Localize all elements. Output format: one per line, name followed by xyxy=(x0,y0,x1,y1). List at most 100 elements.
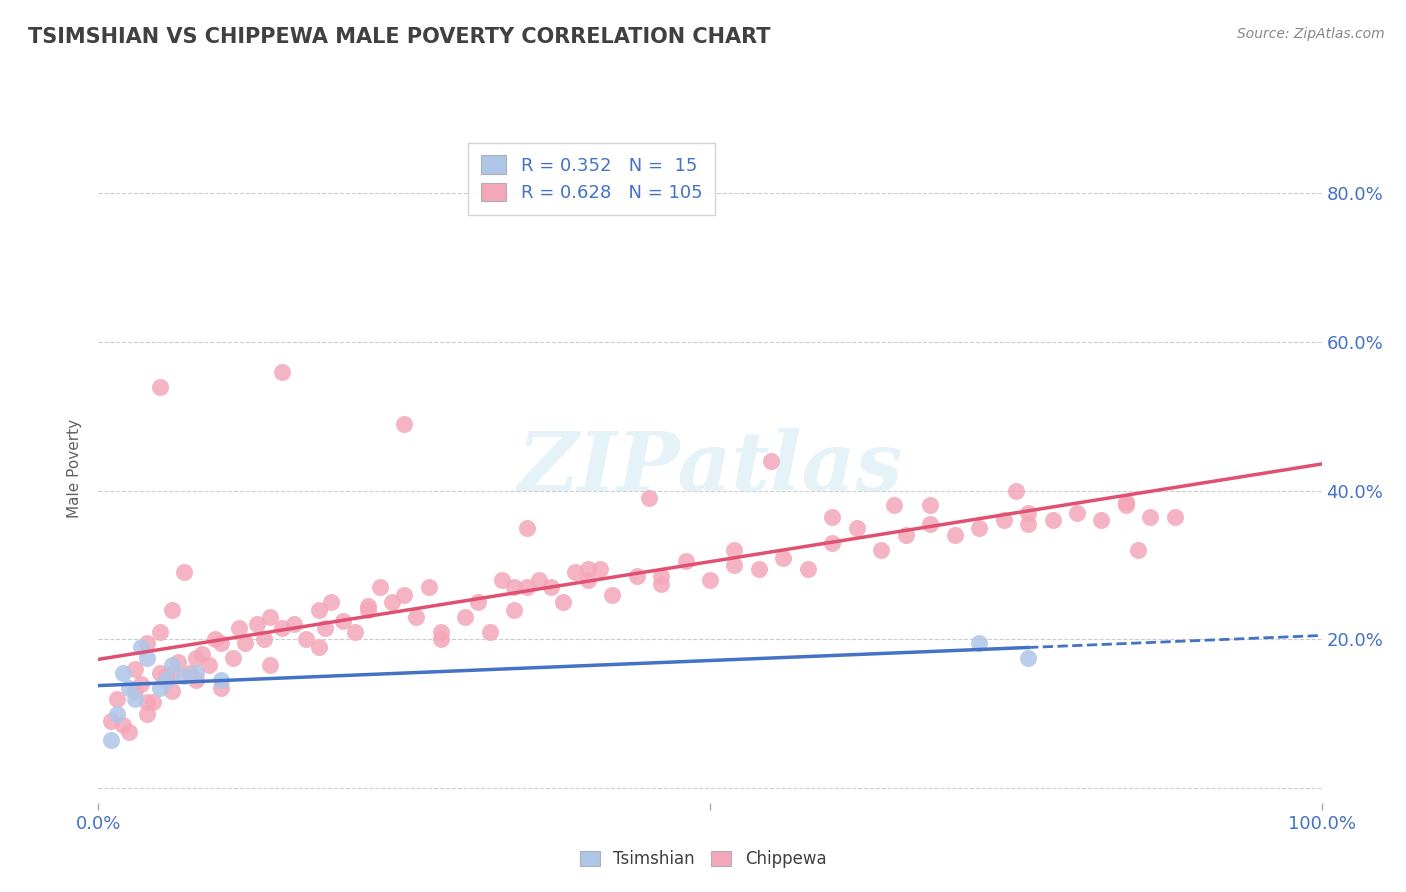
Point xyxy=(883,499,905,513)
Point xyxy=(503,602,526,616)
Point xyxy=(920,517,942,532)
Point xyxy=(155,669,177,683)
Point xyxy=(173,669,195,683)
Text: TSIMSHIAN VS CHIPPEWA MALE POVERTY CORRELATION CHART: TSIMSHIAN VS CHIPPEWA MALE POVERTY CORRE… xyxy=(28,27,770,46)
Point xyxy=(430,624,453,639)
Point xyxy=(270,621,294,635)
Point xyxy=(259,658,281,673)
Point xyxy=(308,602,330,616)
Point xyxy=(600,588,623,602)
Point xyxy=(1139,509,1161,524)
Point xyxy=(344,624,367,639)
Point xyxy=(295,632,318,647)
Point xyxy=(553,595,575,609)
Point xyxy=(515,580,537,594)
Point xyxy=(160,665,183,680)
Point xyxy=(870,543,893,558)
Point xyxy=(515,521,537,535)
Point xyxy=(129,640,152,654)
Point xyxy=(967,521,990,535)
Point xyxy=(650,576,672,591)
Y-axis label: Male Poverty: Male Poverty xyxy=(67,418,83,518)
Point xyxy=(540,580,562,594)
Point xyxy=(179,665,201,680)
Point xyxy=(111,665,134,680)
Point xyxy=(845,521,868,535)
Point xyxy=(167,655,190,669)
Point xyxy=(129,677,152,691)
Point xyxy=(149,624,172,639)
Point xyxy=(124,684,146,698)
Point xyxy=(943,528,966,542)
Point xyxy=(1004,483,1026,498)
Text: ZIPatlas: ZIPatlas xyxy=(517,428,903,508)
Point xyxy=(186,651,208,665)
Point xyxy=(467,595,489,609)
Point xyxy=(1128,543,1150,558)
Point xyxy=(111,717,134,731)
Point xyxy=(772,550,794,565)
Point xyxy=(381,595,404,609)
Point xyxy=(149,681,172,695)
Point xyxy=(650,569,672,583)
Point xyxy=(356,599,378,613)
Point xyxy=(191,647,214,661)
Point xyxy=(100,714,122,728)
Point xyxy=(821,509,844,524)
Point xyxy=(368,580,391,594)
Point xyxy=(478,624,501,639)
Point xyxy=(160,602,183,616)
Point xyxy=(894,528,917,542)
Point xyxy=(527,573,550,587)
Point xyxy=(1042,513,1064,527)
Point xyxy=(136,636,159,650)
Point xyxy=(204,632,226,647)
Point xyxy=(589,562,612,576)
Point xyxy=(392,417,416,431)
Point xyxy=(699,573,721,587)
Point xyxy=(430,632,453,647)
Point xyxy=(308,640,330,654)
Point xyxy=(576,573,599,587)
Point xyxy=(1066,506,1088,520)
Point xyxy=(209,673,232,688)
Point xyxy=(228,621,250,635)
Point xyxy=(246,617,269,632)
Point xyxy=(821,535,844,549)
Point xyxy=(392,588,416,602)
Point xyxy=(356,602,378,616)
Point xyxy=(967,636,990,650)
Point xyxy=(142,696,165,710)
Point xyxy=(748,562,770,576)
Point xyxy=(1017,506,1039,520)
Point xyxy=(173,566,195,580)
Point xyxy=(209,636,232,650)
Point xyxy=(118,725,141,739)
Point xyxy=(124,691,146,706)
Point xyxy=(160,658,183,673)
Point xyxy=(1164,509,1187,524)
Point xyxy=(319,595,342,609)
Point xyxy=(332,614,354,628)
Point xyxy=(405,610,427,624)
Point xyxy=(100,732,122,747)
Point xyxy=(233,636,256,650)
Point xyxy=(576,562,599,576)
Legend: Tsimshian, Chippewa: Tsimshian, Chippewa xyxy=(574,844,832,875)
Point xyxy=(503,580,526,594)
Text: Source: ZipAtlas.com: Source: ZipAtlas.com xyxy=(1237,27,1385,41)
Point xyxy=(1090,513,1112,527)
Point xyxy=(723,543,745,558)
Point xyxy=(105,706,128,721)
Point xyxy=(222,651,245,665)
Point xyxy=(118,681,141,695)
Point xyxy=(638,491,661,505)
Point xyxy=(149,665,172,680)
Legend: R = 0.352   N =  15, R = 0.628   N = 105: R = 0.352 N = 15, R = 0.628 N = 105 xyxy=(468,143,714,215)
Point xyxy=(136,706,159,721)
Point xyxy=(761,454,783,468)
Point xyxy=(186,665,208,680)
Point xyxy=(252,632,274,647)
Point xyxy=(723,558,745,572)
Point xyxy=(270,365,294,379)
